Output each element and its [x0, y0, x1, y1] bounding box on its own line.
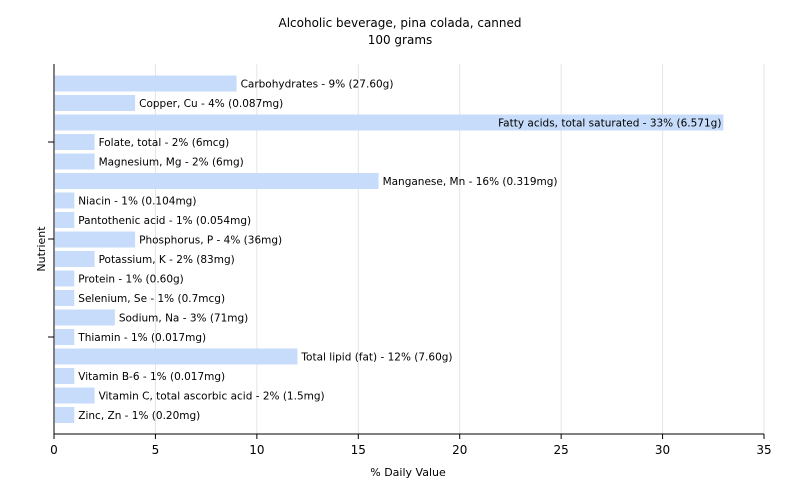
bar [55, 114, 724, 131]
bar-label: Magnesium, Mg - 2% (6mg) [99, 157, 244, 169]
bar-label: Vitamin B-6 - 1% (0.017mg) [78, 371, 225, 383]
chart-title: Alcoholic beverage, pina colada, canned [278, 16, 521, 30]
bar-label: Sodium, Na - 3% (71mg) [119, 313, 248, 325]
bar [55, 251, 95, 267]
bar [55, 387, 95, 404]
bar [55, 329, 75, 345]
bar [55, 290, 75, 306]
bars: Carbohydrates - 9% (27.60g) Copper, Cu - … [55, 75, 724, 423]
bar-label: Selenium, Se - 1% (0.7mcg) [78, 293, 225, 305]
bar-label: Vitamin C, total ascorbic acid - 2% (1.5… [99, 391, 325, 403]
bar [55, 368, 75, 384]
bar-label: Niacin - 1% (0.104mg) [78, 196, 196, 208]
bar-label: Phosphorus, P - 4% (36mg) [139, 235, 282, 247]
x-ticks: 0 5 10 15 20 25 30 35 [50, 434, 772, 457]
x-tick-label: 25 [554, 443, 569, 457]
bar-label: Pantothenic acid - 1% (0.054mg) [78, 215, 251, 227]
bar-label: Folate, total - 2% (6mcg) [99, 137, 230, 149]
bar [55, 192, 75, 209]
bar [55, 212, 75, 228]
x-tick-label: 5 [152, 443, 160, 457]
bar [55, 153, 95, 170]
bar-label: Thiamin - 1% (0.017mg) [77, 332, 206, 344]
bar [55, 270, 75, 287]
bar-label: Total lipid (fat) - 12% (7.60g) [300, 352, 452, 364]
bar [55, 407, 75, 423]
bar [55, 75, 237, 92]
bar-label: Manganese, Mn - 16% (0.319mg) [383, 176, 558, 188]
axes [48, 64, 764, 435]
x-axis-label: % Daily Value [370, 466, 446, 479]
chart-subtitle: 100 grams [368, 33, 433, 47]
bar [55, 173, 379, 189]
bar [55, 231, 136, 248]
bar-label: Carbohydrates - 9% (27.60g) [241, 79, 394, 91]
x-tick-label: 10 [249, 443, 264, 457]
bar [55, 134, 95, 150]
bar [55, 95, 136, 111]
bar-label: Zinc, Zn - 1% (0.20mg) [78, 410, 200, 422]
x-tick-label: 35 [756, 443, 771, 457]
bar [55, 348, 298, 365]
bar [55, 309, 115, 326]
bar-label: Copper, Cu - 4% (0.087mg) [139, 98, 283, 110]
bar-label: Potassium, K - 2% (83mg) [99, 254, 235, 266]
x-tick-label: 20 [452, 443, 467, 457]
y-axis-label: Nutrient [35, 226, 48, 272]
bar-label: Protein - 1% (0.60g) [78, 274, 184, 286]
x-tick-label: 15 [351, 443, 366, 457]
bar-label: Fatty acids, total saturated - 33% (6.57… [498, 118, 721, 130]
x-tick-label: 30 [655, 443, 670, 457]
x-tick-label: 0 [50, 443, 58, 457]
